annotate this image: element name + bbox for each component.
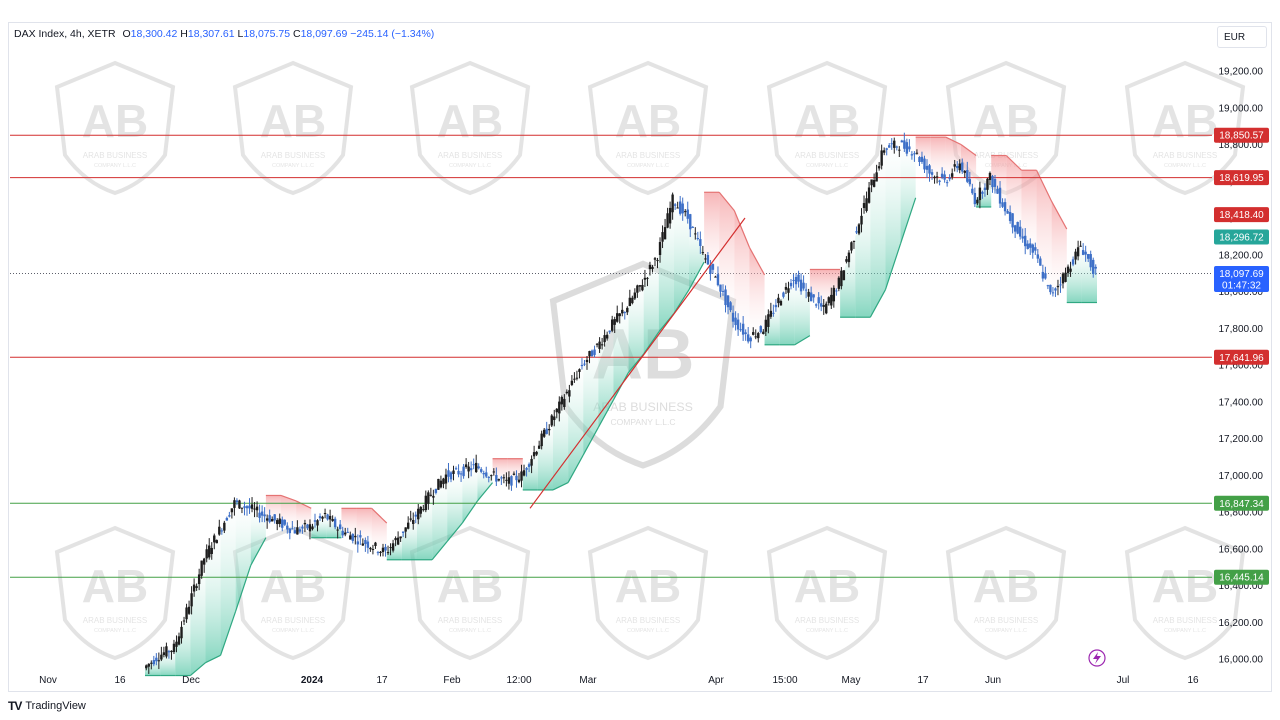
close-value: 18,097.69	[300, 28, 348, 40]
change-value: −245.14 (−1.34%)	[350, 28, 435, 40]
low-value: 18,075.75	[243, 28, 291, 40]
close-label: C	[293, 28, 301, 40]
currency-selector[interactable]: EUR	[1217, 26, 1267, 48]
tradingview-logo-icon: TV	[8, 699, 22, 713]
high-label: H	[180, 28, 188, 40]
tradingview-footer[interactable]: TV TradingView	[8, 698, 86, 714]
high-value: 18,307.61	[187, 28, 235, 40]
chart-frame	[8, 22, 1272, 692]
low-label: L	[237, 28, 244, 40]
open-label: O	[122, 28, 131, 40]
symbol-label[interactable]: DAX Index, 4h, XETR	[14, 28, 116, 40]
symbol-ohlc-header: DAX Index, 4h, XETR O18,300.42 H18,307.6…	[14, 28, 434, 40]
open-value: 18,300.42	[130, 28, 178, 40]
tradingview-brand: TradingView	[25, 700, 86, 712]
